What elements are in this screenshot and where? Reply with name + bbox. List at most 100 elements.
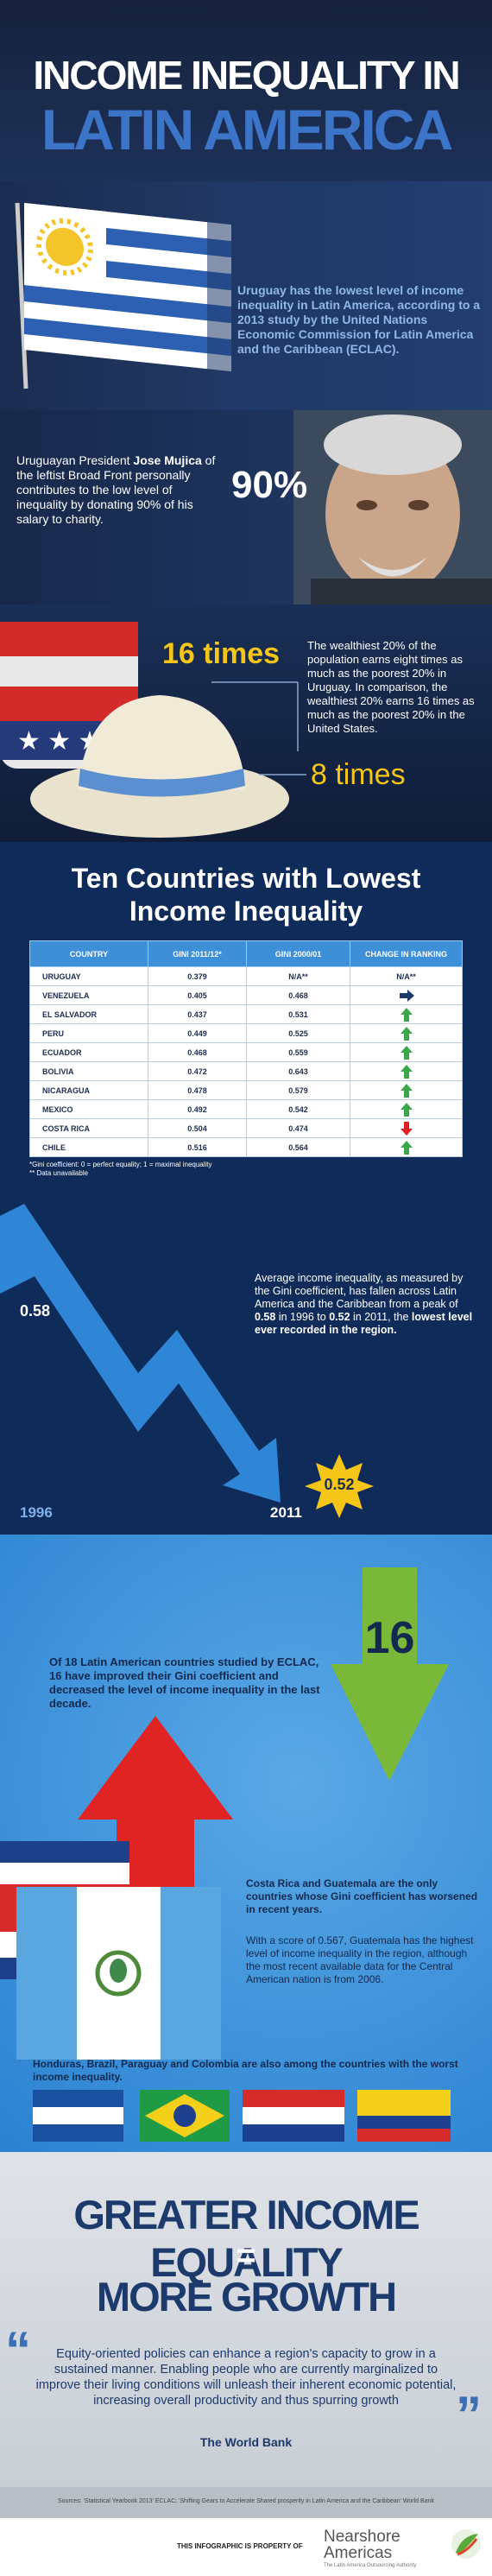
gini-table: COUNTRY GINI 2011/12* GINI 2000/01 CHANGE I… bbox=[29, 940, 463, 1157]
quote-source: The World Bank bbox=[199, 2435, 293, 2449]
table-title: Ten Countries with Lowest Income Inequali… bbox=[0, 862, 492, 927]
td bbox=[350, 1023, 463, 1043]
footer: THIS INFOGRAPHIC IS PROPERTY OF Nearshor… bbox=[0, 2518, 492, 2576]
title-line2: LATIN AMERICA bbox=[41, 98, 453, 161]
td: ECUADOR bbox=[29, 1042, 148, 1062]
td: 0.472 bbox=[148, 1061, 247, 1081]
title-line1: INCOME INEQUALITY IN bbox=[33, 53, 460, 98]
conclusion-section: GREATER INCOME EQUALITY = MORE GROWTH “ … bbox=[0, 2152, 492, 2487]
td: 0.478 bbox=[148, 1080, 247, 1100]
th: GINI 2011/12* bbox=[148, 940, 247, 967]
td bbox=[350, 1004, 463, 1024]
td: BOLIVIA bbox=[29, 1061, 148, 1081]
td: 0.449 bbox=[148, 1023, 247, 1043]
sources: Sources: 'Statistical Yearbook 2013' ECL… bbox=[58, 2498, 434, 2504]
td: VENEZUELA bbox=[29, 985, 148, 1005]
text: 0.52 bbox=[329, 1311, 350, 1323]
td: 0.542 bbox=[246, 1099, 350, 1119]
stat-16: 16 bbox=[364, 1613, 415, 1663]
up-icon bbox=[400, 1083, 413, 1098]
trend-arrow bbox=[0, 1204, 374, 1518]
trend-text: Average income inequality, as measured b… bbox=[255, 1272, 479, 1337]
th: COUNTRY bbox=[29, 940, 148, 967]
td: NICARAGUA bbox=[29, 1080, 148, 1100]
td: 0.468 bbox=[148, 1042, 247, 1062]
hats: ★ ★ ★ bbox=[0, 622, 306, 838]
brand: Nearshore Americas bbox=[324, 2529, 401, 2561]
td: 0.437 bbox=[148, 1004, 247, 1024]
up-icon bbox=[400, 1102, 413, 1117]
text: 0.58 bbox=[255, 1311, 276, 1323]
text: in 1996 to bbox=[275, 1311, 330, 1323]
text: of the leftist Broad Front personally co… bbox=[16, 453, 216, 526]
name: Jose Mujica bbox=[133, 453, 202, 467]
ratios-section: ★ ★ ★ 16 times The wealthiest 20% of the… bbox=[0, 604, 492, 842]
quote: Equity-oriented policies can enhance a r… bbox=[35, 2347, 457, 2408]
td: 0.405 bbox=[148, 985, 247, 1005]
td: PERU bbox=[29, 1023, 148, 1043]
uruguay-text: Uruguay has the lowest level of income i… bbox=[237, 283, 481, 356]
sources-bar: Sources: 'Statistical Yearbook 2013' ECL… bbox=[0, 2487, 492, 2518]
up-icon bbox=[400, 1045, 413, 1060]
td bbox=[350, 1042, 463, 1062]
td: 0.474 bbox=[246, 1118, 350, 1138]
mujica-text: Uruguayan President Jose Mujica of the l… bbox=[16, 453, 224, 527]
title: Income Inequality bbox=[129, 896, 363, 927]
td: 0.564 bbox=[246, 1137, 350, 1157]
td bbox=[350, 1137, 463, 1157]
td: N/A** bbox=[246, 966, 350, 986]
others-text: Honduras, Brazil, Paraguay and Colombia … bbox=[33, 2058, 458, 2083]
stat-90: 90% bbox=[231, 464, 308, 506]
td bbox=[350, 1061, 463, 1081]
footnotes: *Gini coefficient: 0 = perfect equality;… bbox=[29, 1161, 212, 1178]
footnote: ** Data unavailable bbox=[29, 1169, 89, 1177]
text: Uruguayan President bbox=[16, 453, 134, 467]
td bbox=[350, 985, 463, 1005]
td: 0.643 bbox=[246, 1061, 350, 1081]
equals: = bbox=[236, 2237, 256, 2275]
tagline: The Latin America Outsourcing Authority bbox=[324, 2563, 417, 2568]
td: 0.504 bbox=[148, 1118, 247, 1138]
conclusion-line2: MORE GROWTH bbox=[96, 2274, 397, 2320]
td: EL SALVADOR bbox=[29, 1004, 148, 1024]
end-year: 2011 bbox=[270, 1504, 302, 1521]
td bbox=[350, 1118, 463, 1138]
td: 0.531 bbox=[246, 1004, 350, 1024]
stat-16-times: 16 times bbox=[162, 637, 281, 670]
arrows-flags bbox=[0, 1567, 451, 2142]
td: MEXICO bbox=[29, 1099, 148, 1119]
ratios-text: The wealthiest 20% of the population ear… bbox=[307, 639, 475, 735]
brand-line: Americas bbox=[324, 2544, 393, 2562]
header: INCOME INEQUALITY IN LATIN AMERICA bbox=[0, 0, 492, 181]
td bbox=[350, 1080, 463, 1100]
text: Average income inequality, as measured b… bbox=[255, 1272, 464, 1310]
conclusion-line1: GREATER INCOME EQUALITY bbox=[73, 2192, 419, 2285]
end-value: 0.52 bbox=[324, 1476, 355, 1493]
stat-8-times: 8 times bbox=[311, 758, 406, 791]
td: 0.559 bbox=[246, 1042, 350, 1062]
footnote: *Gini coefficient: 0 = perfect equality;… bbox=[29, 1161, 212, 1168]
uruguay-section: Uruguay has the lowest level of income i… bbox=[0, 181, 492, 410]
start-year: 1996 bbox=[20, 1504, 53, 1521]
mujica-section: Uruguayan President Jose Mujica of the l… bbox=[0, 410, 492, 604]
th: GINI 2000/01 bbox=[246, 940, 350, 967]
td: 0.516 bbox=[148, 1137, 247, 1157]
start-value: 0.58 bbox=[20, 1302, 51, 1320]
guatemala-text: With a score of 0.567, Guatemala has the… bbox=[246, 1934, 474, 1985]
improvement-text: Of 18 Latin American countries studied b… bbox=[49, 1655, 320, 1710]
text: lowest level ever recorded in the region… bbox=[255, 1311, 473, 1336]
logo bbox=[451, 2529, 481, 2559]
text: in 2011, the bbox=[350, 1311, 412, 1323]
right-icon bbox=[399, 989, 414, 1002]
td: 0.492 bbox=[148, 1099, 247, 1119]
th: CHANGE IN RANKING bbox=[350, 940, 463, 967]
up-icon bbox=[400, 1007, 413, 1022]
td: CHILE bbox=[29, 1137, 148, 1157]
td bbox=[350, 1099, 463, 1119]
property-text: THIS INFOGRAPHIC IS PROPERTY OF bbox=[177, 2542, 303, 2550]
td: 0.579 bbox=[246, 1080, 350, 1100]
quote-mark: “ bbox=[5, 2321, 31, 2379]
mujica-portrait bbox=[293, 410, 492, 604]
td: URUGUAY bbox=[29, 966, 148, 986]
